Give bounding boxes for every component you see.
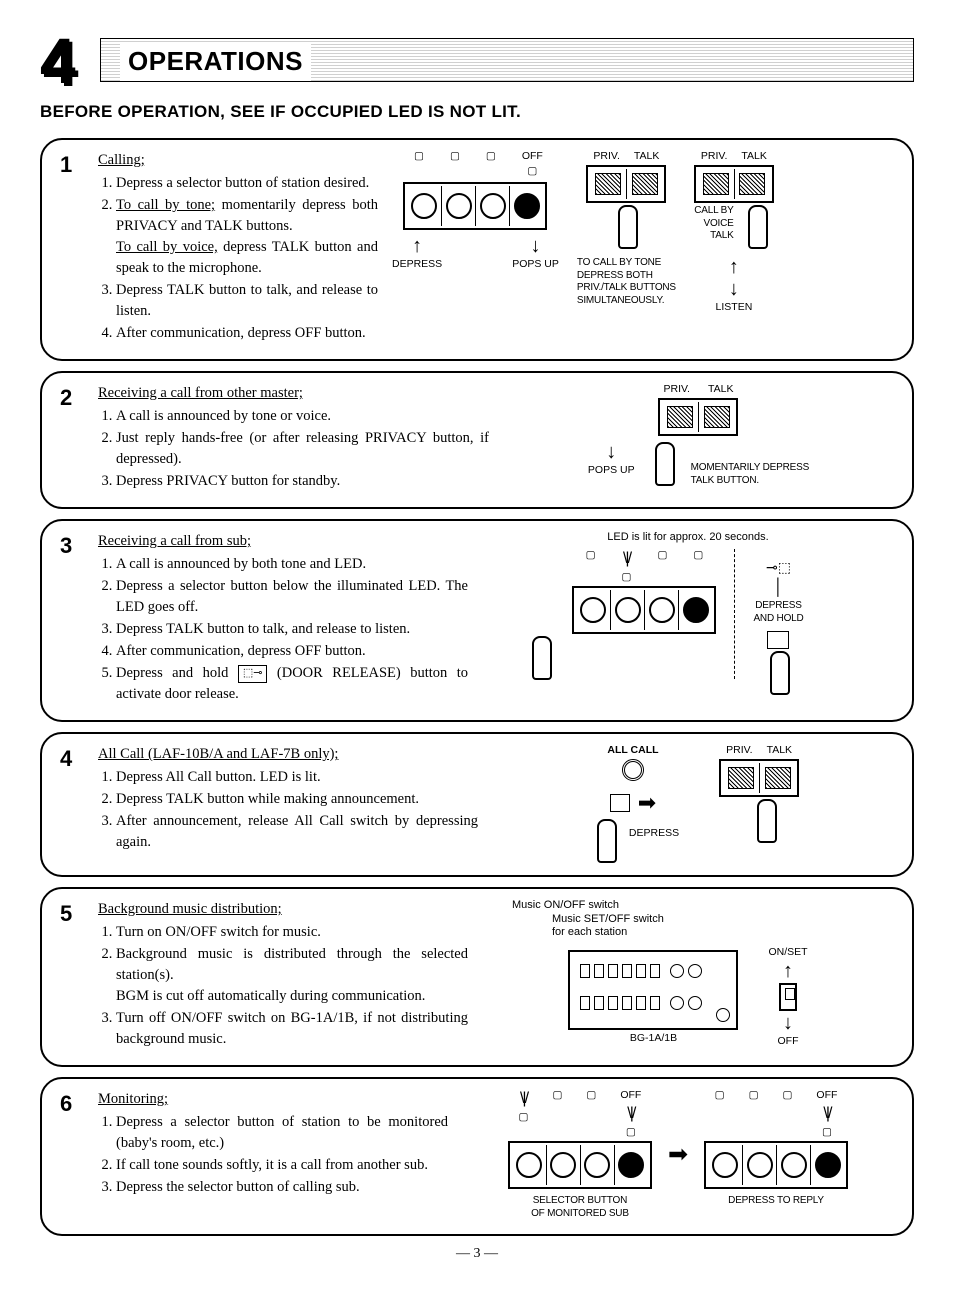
subheading: BEFORE OPERATION, SEE IF OCCUPIED LED IS…: [40, 102, 914, 122]
step-1: 1 Calling; Depress a selector button of …: [40, 138, 914, 361]
step-6: 6 Monitoring; Depress a selector button …: [40, 1077, 914, 1236]
popsup-label: POPS UP: [512, 258, 559, 271]
step-list: Depress All Call button. LED is lit. Dep…: [98, 767, 478, 853]
step-list: Depress a selector button of station des…: [98, 173, 378, 344]
list-item: Depress a selector button below the illu…: [116, 576, 468, 618]
step-list: Depress a selector button of station to …: [98, 1112, 448, 1198]
list-item: Depress PRIVACY button for standby.: [116, 471, 489, 492]
reply-caption: DEPRESS TO REPLY: [728, 1195, 824, 1208]
listen-label: LISTEN: [716, 301, 753, 314]
device-label: BG-1A/1B: [630, 1032, 677, 1045]
list-item: Background music is distributed through …: [116, 944, 468, 1007]
list-item: Depress TALK button while making announc…: [116, 789, 478, 810]
step-number: 5: [60, 899, 84, 1051]
list-item: After communication, depress OFF button.: [116, 323, 378, 344]
all-call-diagram: ALL CALL ➡ DEPRESS: [587, 744, 679, 861]
selector-strip-diagram: ▢\|/▢▢▢: [572, 549, 716, 686]
popsup-label: POPS UP: [588, 464, 635, 477]
step-list: Turn on ON/OFF switch for music. Backgro…: [98, 922, 468, 1050]
step-number: 3: [60, 531, 84, 706]
list-item: Depress and hold ⬚⊸ (DOOR RELEASE) butto…: [116, 663, 468, 705]
list-item: Depress a selector button of station to …: [116, 1112, 448, 1154]
step-number: 4: [60, 744, 84, 861]
list-item: After announcement, release All Call swi…: [116, 811, 478, 853]
list-item: Depress All Call button. LED is lit.: [116, 767, 478, 788]
step-number: 1: [60, 150, 84, 345]
step-title: Receiving a call from other master;: [98, 383, 489, 404]
step-list: A call is announced by both tone and LED…: [98, 554, 468, 705]
list-item: Depress TALK button to talk, and release…: [116, 280, 378, 322]
step-title: Background music distribution;: [98, 899, 468, 920]
monitor-strip-1: \|/▢▢▢OFF\|/▢ SELECTOR BUTTON OF MONITOR…: [508, 1089, 652, 1220]
chapter-number: 4: [40, 24, 82, 98]
priv-talk-diagram: PRIV.TALK ↓POPS UP MOMENTARILY DEPRESS T…: [588, 383, 809, 493]
page-number: — 3 —: [40, 1246, 914, 1262]
list-item: Depress a selector button of station des…: [116, 173, 378, 194]
list-item: A call is announced by both tone and LED…: [116, 554, 468, 575]
list-item: A call is announced by tone or voice.: [116, 406, 489, 427]
step-list: A call is announced by tone or voice. Ju…: [98, 406, 489, 492]
priv-talk-voice-diagram: PRIV.TALK CALL BY VOICE TALK ↑ ↓ LISTEN: [694, 150, 774, 314]
onoff-toggle-diagram: ON/SET ↑ ↓ OFF: [768, 946, 807, 1048]
depress-label: DEPRESS: [629, 827, 679, 840]
chapter-title: OPERATIONS: [120, 42, 311, 81]
list-item: If call tone sounds softly, it is a call…: [116, 1155, 448, 1176]
bg-device-diagram: BG-1A/1B: [568, 950, 738, 1045]
depress-caption: MOMENTARILY DEPRESS TALK BUTTON.: [691, 462, 809, 487]
step-2: 2 Receiving a call from other master; A …: [40, 371, 914, 509]
step-5: 5 Background music distribution; Turn on…: [40, 887, 914, 1067]
door-release-diagram: ⊸⬚ │ DEPRESS AND HOLD: [753, 559, 803, 692]
priv-talk-diagram: PRIV.TALK: [719, 744, 799, 849]
step-title: All Call (LAF-10B/A and LAF-7B only);: [98, 744, 478, 765]
step-number: 2: [60, 383, 84, 493]
monitor-strip-2: ▢▢▢OFF\|/▢ DEPRESS TO REPLY: [704, 1089, 848, 1208]
priv-talk-tone-diagram: PRIV.TALK TO CALL BY TONE DEPRESS BOTH P…: [577, 150, 676, 307]
music-switch-label: Music ON/OFF switch: [512, 899, 894, 913]
selector-strip-diagram: ▢▢▢ OFF▢ ↑DEPRESS ↓POPS UP: [392, 150, 559, 271]
step-4: 4 All Call (LAF-10B/A and LAF-7B only); …: [40, 732, 914, 877]
led-caption: LED is lit for approx. 20 seconds.: [482, 531, 894, 545]
list-item: Depress TALK button to talk, and release…: [116, 619, 468, 640]
step-number: 6: [60, 1089, 84, 1220]
selector-caption: SELECTOR BUTTON OF MONITORED SUB: [531, 1195, 629, 1220]
step-title: Receiving a call from sub;: [98, 531, 468, 552]
step-3: 3 Receiving a call from sub; A call is a…: [40, 519, 914, 722]
list-item: After communication, depress OFF button.: [116, 641, 468, 662]
list-item: Turn off ON/OFF switch on BG-1A/1B, if n…: [116, 1008, 468, 1050]
list-item: To call by tone; momentarily depress bot…: [116, 195, 378, 279]
list-item: Just reply hands-free (or after releasin…: [116, 428, 489, 470]
chapter-header: 4 OPERATIONS: [40, 30, 914, 90]
step-title: Monitoring;: [98, 1089, 448, 1110]
step-title: Calling;: [98, 150, 378, 171]
tone-caption: TO CALL BY TONE DEPRESS BOTH PRIV./TALK …: [577, 257, 676, 307]
list-item: Depress the selector button of calling s…: [116, 1177, 448, 1198]
each-switch-label: Music SET/OFF switch for each station: [552, 913, 894, 941]
off-label: OFF: [522, 150, 543, 163]
list-item: Turn on ON/OFF switch for music.: [116, 922, 468, 943]
depress-label: DEPRESS: [392, 258, 442, 271]
